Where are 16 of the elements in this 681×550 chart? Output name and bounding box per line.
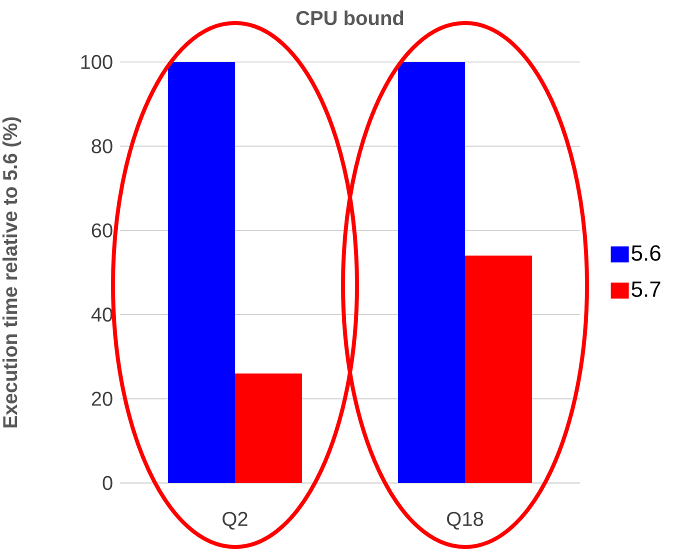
bar bbox=[168, 62, 235, 483]
y-tick-label: 80 bbox=[92, 139, 112, 154]
y-tick-label: 100 bbox=[81, 54, 112, 70]
y-tick-label: 20 bbox=[92, 392, 112, 406]
legend-label: 5.7 bbox=[632, 282, 660, 297]
x-tick-label: Q2 bbox=[222, 512, 248, 530]
x-tick-label: Q18 bbox=[447, 512, 484, 530]
bar bbox=[398, 62, 465, 483]
y-axis-title: Execution time relative to 5.6 (%) bbox=[2, 117, 22, 428]
chart-title: CPU bound bbox=[296, 10, 404, 26]
y-tick-label: 40 bbox=[91, 308, 112, 322]
y-tick-label: 60 bbox=[92, 223, 112, 238]
bar bbox=[235, 374, 302, 483]
legend-label: 5.6 bbox=[632, 245, 660, 261]
bar bbox=[465, 256, 532, 483]
y-tick-label: 0 bbox=[102, 476, 112, 490]
